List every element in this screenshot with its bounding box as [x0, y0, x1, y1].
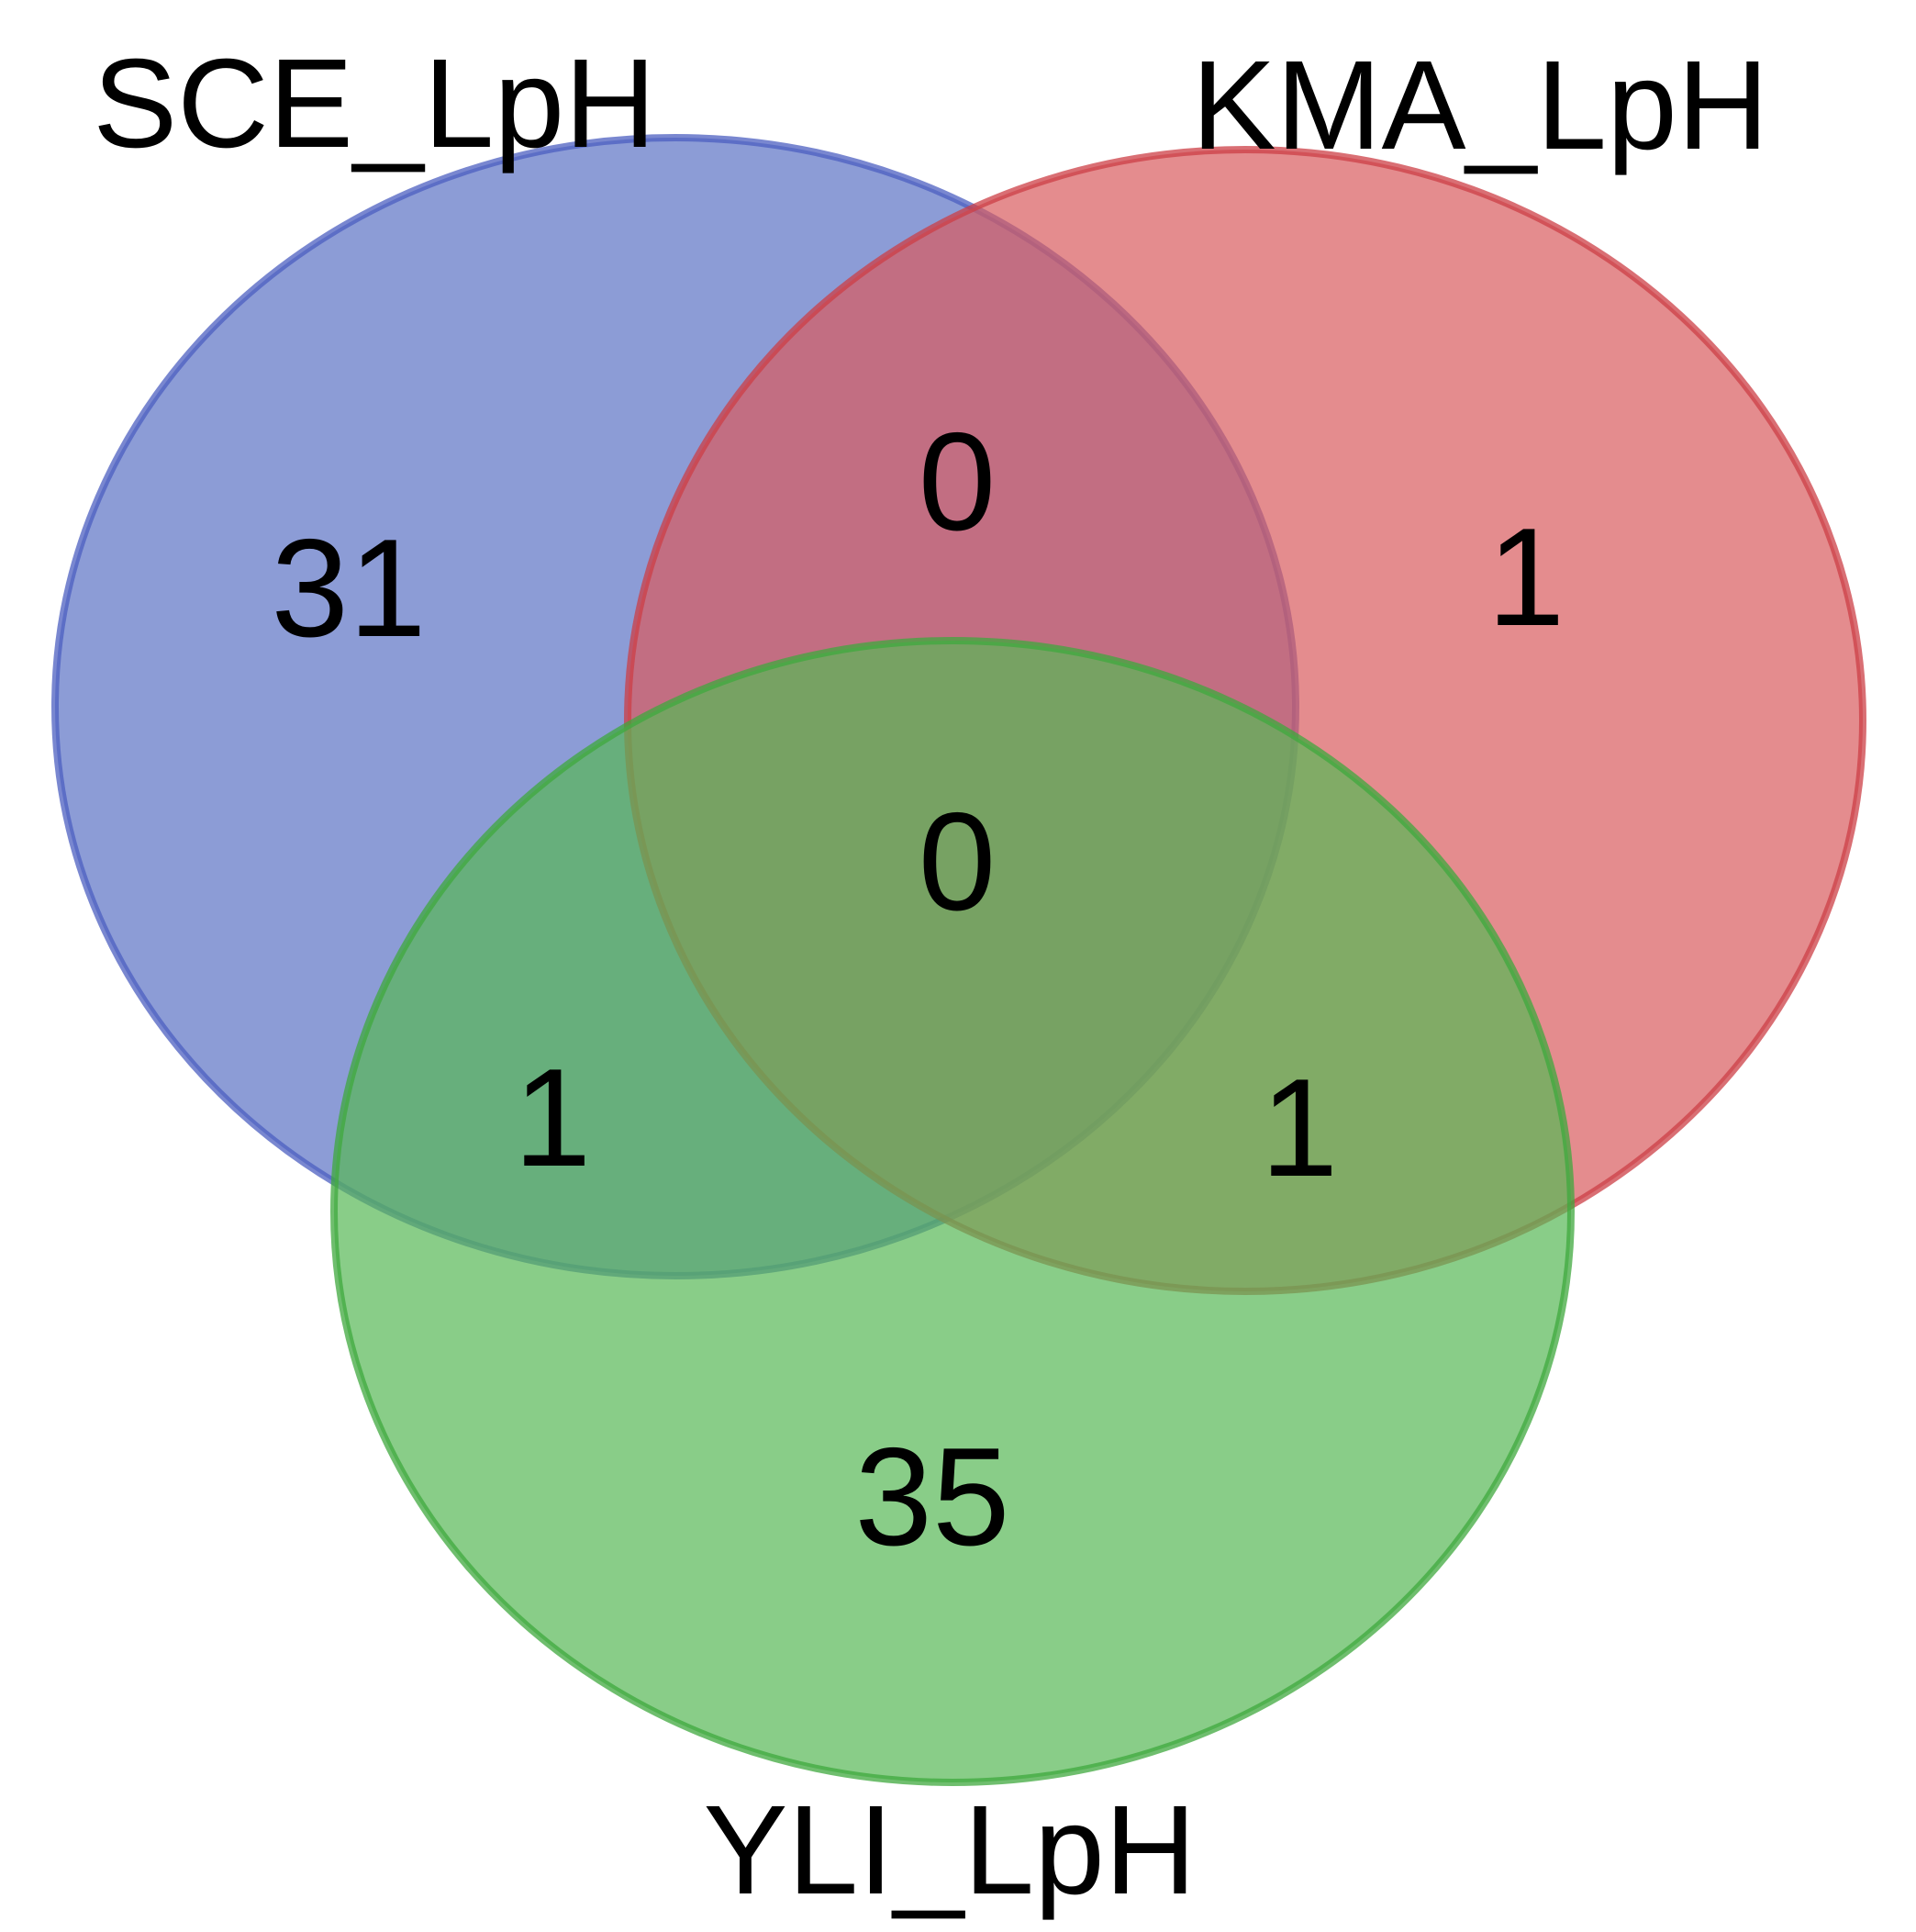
region-count-sce-yli: 1 — [514, 1040, 592, 1196]
region-count-all: 0 — [919, 784, 997, 940]
set-label-sce: SCE_LpH — [93, 33, 656, 174]
region-count-kma-only: 1 — [1487, 499, 1565, 655]
set-circle-yli — [330, 637, 1575, 1786]
region-count-kma-yli: 1 — [1261, 1050, 1339, 1206]
region-count-yli-only: 35 — [854, 1419, 1009, 1575]
set-label-yli: YLI_LpH — [703, 1780, 1196, 1921]
region-count-sce-only: 31 — [271, 510, 426, 666]
set-label-kma: KMA_LpH — [1192, 35, 1769, 176]
region-count-sce-kma: 0 — [919, 404, 997, 560]
